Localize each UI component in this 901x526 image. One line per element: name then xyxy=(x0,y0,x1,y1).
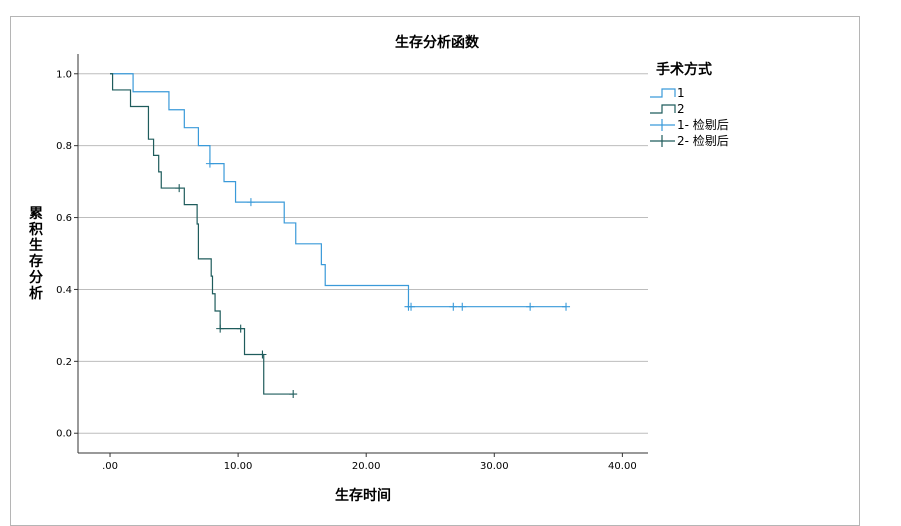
legend-label: 2- 检剔后 xyxy=(677,133,729,148)
y-tick-label: 0.6 xyxy=(56,213,72,224)
series-1-censor-mark xyxy=(526,302,535,311)
y-tick-label: 1.0 xyxy=(56,69,72,80)
series-2-censor-mark xyxy=(216,324,225,333)
series-2-censor-mark xyxy=(175,184,184,193)
x-axis-title: 生存时间 xyxy=(335,487,391,504)
legend-title: 手术方式 xyxy=(656,61,712,78)
series-1-censor-mark xyxy=(562,302,571,311)
y-axis-title-char: 存 xyxy=(29,253,43,270)
series-1-censor-mark xyxy=(449,302,458,311)
x-tick-label: 20.00 xyxy=(352,461,381,472)
series-2-line xyxy=(110,73,294,395)
legend-label: 1- 检剔后 xyxy=(677,117,729,132)
legend-label: 1 xyxy=(677,86,685,100)
legend-censor-swatch xyxy=(650,135,675,147)
y-axis-title-char: 积 xyxy=(29,221,43,238)
x-axis-ticks: .00 10.00 20.00 30.00 40.00 xyxy=(102,453,637,472)
series-1-censor-mark xyxy=(246,198,255,207)
x-tick-label: .00 xyxy=(102,461,118,472)
x-tick-label: 40.00 xyxy=(608,461,637,472)
series-2-censor-mark xyxy=(236,324,245,333)
series-1-censor-mark xyxy=(205,159,214,168)
plot-area: 0.0 0.2 0.4 0.6 0.8 1.0 .00 10.00 20.00 30.00 40.… xyxy=(56,54,648,472)
legend-censor-swatch xyxy=(650,119,675,131)
series-1-line xyxy=(110,73,567,308)
y-tick-label: 0.4 xyxy=(56,285,72,296)
legend-line-swatch xyxy=(650,88,676,98)
y-tick-label: 0.2 xyxy=(56,357,72,368)
legend-line-swatch xyxy=(650,104,676,114)
gridlines xyxy=(78,73,648,434)
x-tick-label: 30.00 xyxy=(480,461,509,472)
x-tick-label: 10.00 xyxy=(224,461,253,472)
series-1-censor-mark xyxy=(458,302,467,311)
y-axis-title-char: 分 xyxy=(29,270,43,286)
series-layer xyxy=(110,73,571,399)
y-axis-ticks: 0.0 0.2 0.4 0.6 0.8 1.0 xyxy=(56,69,78,440)
series-2-censor-mark xyxy=(258,350,267,359)
series-2-censor-mark xyxy=(289,390,298,399)
y-tick-label: 0.0 xyxy=(56,429,72,440)
y-axis-title-char: 生 xyxy=(29,237,43,254)
y-axis-title-char: 析 xyxy=(29,285,43,302)
y-axis-title-char: 累 xyxy=(29,206,43,222)
legend-label: 2 xyxy=(677,102,685,116)
y-tick-label: 0.8 xyxy=(56,141,72,152)
chart-title: 生存分析函数 xyxy=(395,34,480,51)
series-1-censor-mark xyxy=(407,302,416,311)
chart-frame xyxy=(10,16,860,526)
